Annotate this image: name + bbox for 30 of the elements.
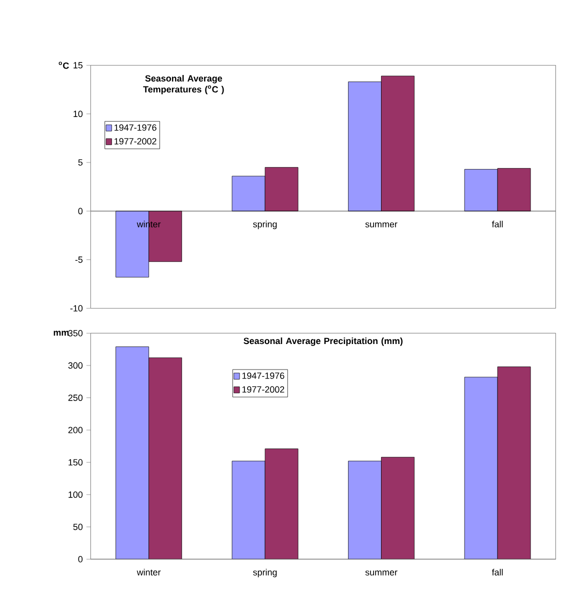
text: Seasonal Average Temperatures ($^{o}$C ) xyxy=(143,74,224,94)
y-axis-title: mm xyxy=(54,330,69,336)
x-tick-label: summer xyxy=(365,222,398,228)
chart-title: Seasonal Average Precipitation (mm) xyxy=(244,338,403,346)
y-tick-label: 250 xyxy=(68,394,83,401)
x-tick-label: spring xyxy=(253,568,277,578)
y-tick-label: 350 xyxy=(68,330,83,336)
y-tick-label: 200 xyxy=(68,426,83,434)
legend-label: 1947-1976 xyxy=(114,124,156,131)
y-tick-label: 5 xyxy=(78,159,83,166)
legend-label: 1977-2002 xyxy=(242,386,284,393)
y-tick-label: 300 xyxy=(68,362,83,369)
y-tick-label: -5 xyxy=(75,256,83,263)
y-tick-label: 0 xyxy=(78,208,83,214)
x-tick-label: spring xyxy=(253,220,277,230)
y-axis-title: $^{o}$C xyxy=(58,62,69,69)
y-tick-label: 50 xyxy=(73,524,83,530)
y-tick-label: 150 xyxy=(68,459,83,466)
y-tick-label: -10 xyxy=(70,305,83,312)
x-tick-label: summer xyxy=(365,570,398,576)
x-tick-label: fall xyxy=(492,220,503,228)
y-tick-label: 15 xyxy=(74,62,83,68)
y-tick-label: 10 xyxy=(74,110,83,118)
legend-label: 1947-1976 xyxy=(242,372,284,379)
y-tick-label: 0 xyxy=(78,556,83,562)
y-tick-label: 100 xyxy=(68,491,83,498)
x-tick-label: fall xyxy=(492,568,503,576)
x-tick-label: winter xyxy=(136,568,161,576)
x-tick-label: winter xyxy=(136,220,161,228)
legend-label: 1977-2002 xyxy=(114,138,156,144)
